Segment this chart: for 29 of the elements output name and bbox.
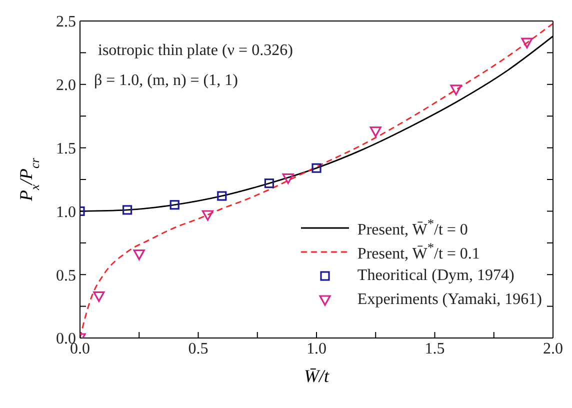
point	[264, 178, 274, 188]
x-tick-label: 1.5	[424, 340, 445, 358]
y-tick-label: 2.5	[56, 14, 76, 31]
point	[282, 173, 294, 184]
legend-label: Present, W̄$^{*}$/t = 0.1	[357, 240, 480, 264]
y-tick-label: 1.5	[56, 140, 76, 158]
point	[93, 291, 105, 302]
point	[521, 38, 533, 48]
annotation: β = 1.0, (m, n) = (1, 1)	[94, 72, 238, 90]
line-series	[80, 22, 553, 338]
point	[370, 126, 382, 138]
legend-label: Experiments (Yamaki, 1961)	[357, 291, 542, 309]
point	[312, 163, 322, 173]
x-axis-title: W̄/t	[304, 366, 330, 386]
legend-label: Theoritical (Dym, 1974)	[357, 267, 514, 285]
point	[122, 205, 132, 215]
point	[217, 191, 227, 201]
x-tick-label: 0.5	[188, 340, 208, 358]
y-tick-label: 1.0	[56, 204, 76, 221]
annotation: isotropic thin plate (ν = 0.326)	[98, 42, 293, 60]
x-tick-label: 1.0	[306, 340, 326, 358]
y-tick-label: 0.5	[56, 267, 76, 284]
point	[133, 250, 145, 260]
point	[170, 200, 180, 210]
point	[202, 210, 214, 221]
point	[450, 84, 462, 96]
legend-label: Present, W̄$^{*}$/t = 0	[357, 216, 468, 240]
y-tick-label: 2.0	[56, 77, 76, 94]
x-tick-label: 2.0	[543, 340, 563, 358]
